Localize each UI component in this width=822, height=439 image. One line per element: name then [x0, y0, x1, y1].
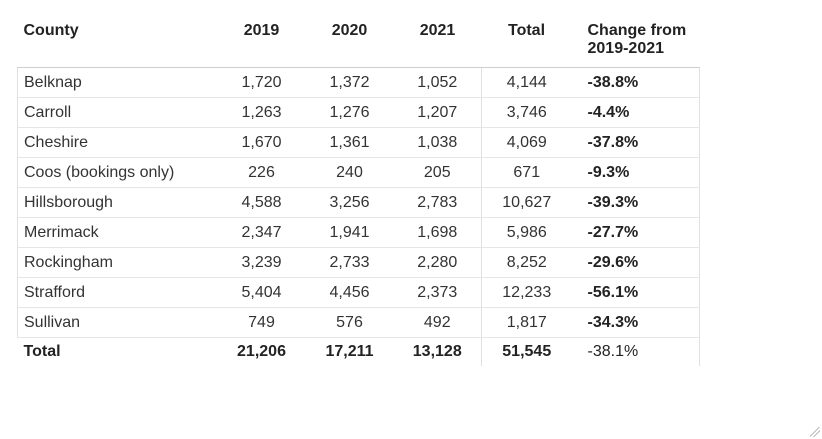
- table-row: Coos (bookings only) 226 240 205 671 -9.3%: [17, 157, 700, 188]
- header-total: Total: [481, 16, 572, 68]
- cell-2019: 226: [217, 157, 306, 188]
- cell-2019: 749: [217, 307, 306, 338]
- total-change: -38.1%: [571, 337, 700, 366]
- cell-county: Carroll: [17, 97, 218, 128]
- cell-county: Strafford: [17, 277, 218, 308]
- table-row: Merrimack 2,347 1,941 1,698 5,986 -27.7%: [17, 217, 700, 248]
- header-2019: 2019: [217, 16, 306, 68]
- cell-2021: 1,698: [393, 217, 482, 248]
- cell-2019: 1,263: [217, 97, 306, 128]
- cell-2019: 1,670: [217, 127, 306, 158]
- header-change-line1: Change from: [587, 22, 687, 39]
- header-change: Change from 2019-2021: [571, 16, 700, 68]
- cell-2021: 1,038: [393, 127, 482, 158]
- total-2020: 17,211: [305, 337, 394, 366]
- cell-total: 12,233: [481, 277, 572, 308]
- cell-total: 671: [481, 157, 572, 188]
- cell-2020: 2,733: [305, 247, 394, 278]
- cell-2020: 1,276: [305, 97, 394, 128]
- total-2021: 13,128: [393, 337, 482, 366]
- total-total: 51,545: [481, 337, 572, 366]
- cell-change: -56.1%: [571, 277, 700, 308]
- cell-2019: 5,404: [217, 277, 306, 308]
- cell-county: Merrimack: [17, 217, 218, 248]
- header-2020: 2020: [305, 16, 394, 68]
- cell-2021: 492: [393, 307, 482, 338]
- cell-2021: 2,783: [393, 187, 482, 218]
- cell-2019: 1,720: [217, 67, 306, 98]
- header-row: County 2019 2020 2021 Total Change from …: [17, 16, 700, 68]
- resize-grip-icon[interactable]: [810, 427, 820, 437]
- cell-2020: 576: [305, 307, 394, 338]
- cell-2020: 3,256: [305, 187, 394, 218]
- table-row: Sullivan 749 576 492 1,817 -34.3%: [17, 307, 700, 338]
- cell-2021: 1,052: [393, 67, 482, 98]
- cell-2021: 205: [393, 157, 482, 188]
- cell-total: 8,252: [481, 247, 572, 278]
- table-row: Cheshire 1,670 1,361 1,038 4,069 -37.8%: [17, 127, 700, 158]
- cell-2019: 3,239: [217, 247, 306, 278]
- cell-county: Sullivan: [17, 307, 218, 338]
- cell-total: 4,144: [481, 67, 572, 98]
- cell-county: Hillsborough: [17, 187, 218, 218]
- cell-total: 5,986: [481, 217, 572, 248]
- county-table: County 2019 2020 2021 Total Change from …: [17, 16, 700, 366]
- cell-2021: 2,280: [393, 247, 482, 278]
- cell-2021: 1,207: [393, 97, 482, 128]
- cell-2020: 1,361: [305, 127, 394, 158]
- cell-change: -39.3%: [571, 187, 700, 218]
- cell-2020: 4,456: [305, 277, 394, 308]
- cell-change: -37.8%: [571, 127, 700, 158]
- data-table-container: County 2019 2020 2021 Total Change from …: [17, 16, 700, 366]
- cell-county: Coos (bookings only): [17, 157, 218, 188]
- cell-2019: 2,347: [217, 217, 306, 248]
- cell-county: Cheshire: [17, 127, 218, 158]
- total-row: Total 21,206 17,211 13,128 51,545 -38.1%: [17, 337, 700, 366]
- cell-change: -27.7%: [571, 217, 700, 248]
- header-2021: 2021: [393, 16, 482, 68]
- cell-change: -9.3%: [571, 157, 700, 188]
- cell-2019: 4,588: [217, 187, 306, 218]
- cell-total: 4,069: [481, 127, 572, 158]
- header-change-line2: 2019-2021: [587, 40, 665, 57]
- table-body: Belknap 1,720 1,372 1,052 4,144 -38.8% Carroll…: [17, 67, 700, 338]
- cell-county: Rockingham: [17, 247, 218, 278]
- table-row: Belknap 1,720 1,372 1,052 4,144 -38.8%: [17, 67, 700, 98]
- table-row: Strafford 5,404 4,456 2,373 12,233 -56.1%: [17, 277, 700, 308]
- cell-change: -4.4%: [571, 97, 700, 128]
- header-county: County: [17, 16, 218, 68]
- cell-change: -29.6%: [571, 247, 700, 278]
- total-label: Total: [17, 337, 218, 366]
- table-row: Hillsborough 4,588 3,256 2,783 10,627 -39.3%: [17, 187, 700, 218]
- cell-total: 10,627: [481, 187, 572, 218]
- cell-county: Belknap: [17, 67, 218, 98]
- cell-2020: 1,372: [305, 67, 394, 98]
- cell-total: 3,746: [481, 97, 572, 128]
- table-row: Carroll 1,263 1,276 1,207 3,746 -4.4%: [17, 97, 700, 128]
- cell-2021: 2,373: [393, 277, 482, 308]
- total-2019: 21,206: [217, 337, 306, 366]
- cell-change: -38.8%: [571, 67, 700, 98]
- cell-change: -34.3%: [571, 307, 700, 338]
- cell-2020: 1,941: [305, 217, 394, 248]
- table-row: Rockingham 3,239 2,733 2,280 8,252 -29.6%: [17, 247, 700, 278]
- cell-2020: 240: [305, 157, 394, 188]
- cell-total: 1,817: [481, 307, 572, 338]
